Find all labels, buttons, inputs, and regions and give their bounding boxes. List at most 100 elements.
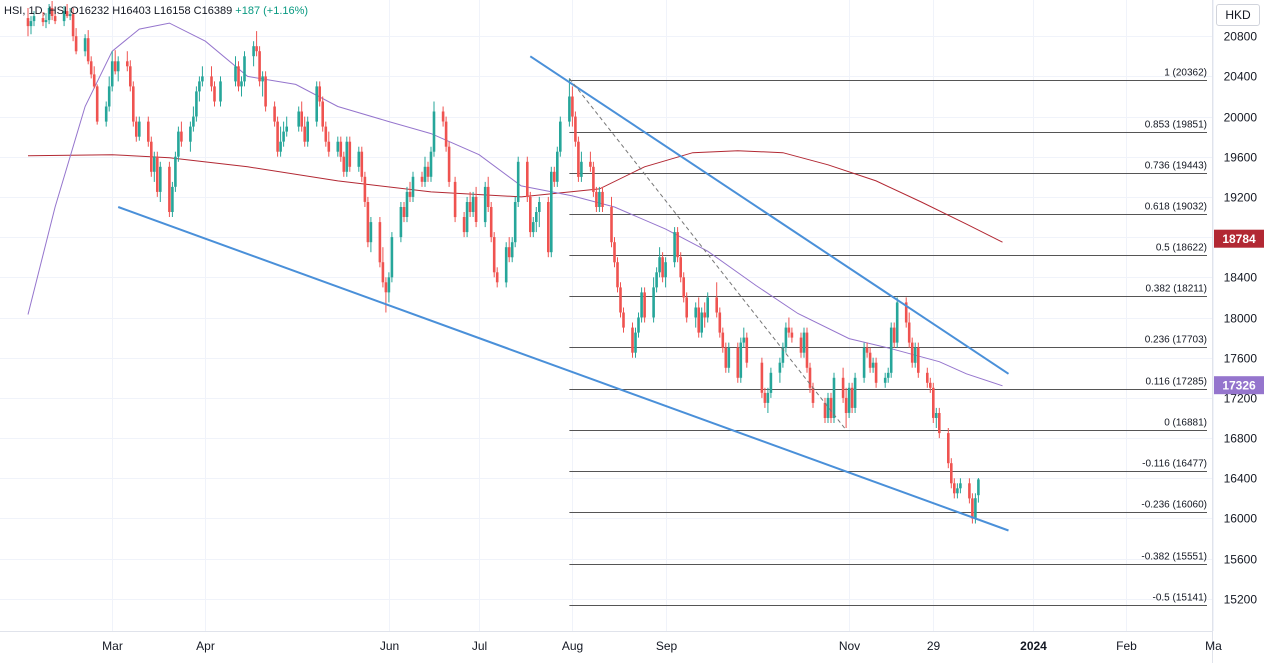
fibonacci-retracement[interactable]: 1 (20362) 0.853 (19851) 0.736 (19443) 0.618… bbox=[569, 68, 1207, 606]
candle bbox=[862, 342, 866, 383]
candle bbox=[676, 227, 679, 263]
candle bbox=[745, 332, 749, 368]
candle-body bbox=[318, 86, 321, 102]
candle bbox=[177, 126, 180, 162]
candle bbox=[132, 81, 135, 127]
time-axis[interactable]: Mar Apr Jun Jul Aug Sep Nov 29 2024 Feb Ma bbox=[102, 639, 1222, 653]
candle-body bbox=[526, 161, 529, 197]
candle bbox=[276, 116, 279, 157]
candle bbox=[432, 101, 436, 157]
price-axis[interactable]: 2080020400200001960019200188001840018000… bbox=[1224, 30, 1258, 607]
candle bbox=[950, 458, 953, 489]
dashed-trend-line[interactable] bbox=[569, 78, 847, 431]
candle-body bbox=[447, 146, 451, 182]
candle-body bbox=[829, 397, 833, 418]
candle bbox=[802, 327, 806, 358]
candle-body bbox=[823, 402, 827, 418]
candle bbox=[553, 166, 556, 187]
candle-body bbox=[189, 126, 192, 142]
moving-average-line bbox=[27, 150, 1003, 243]
candle bbox=[65, 4, 69, 19]
symbol-legend[interactable]: HSI, 1D, HSI O16232 H16403 L16158 C16389… bbox=[4, 5, 309, 17]
candle bbox=[700, 307, 703, 338]
candle bbox=[213, 81, 216, 107]
candle bbox=[538, 196, 541, 228]
candle-body bbox=[676, 232, 679, 258]
candle bbox=[336, 136, 340, 157]
candle bbox=[68, 8, 72, 21]
candle-body bbox=[865, 347, 869, 353]
candle-body bbox=[721, 332, 725, 348]
candle-body bbox=[240, 81, 243, 87]
candle bbox=[321, 96, 324, 132]
candle-body bbox=[336, 141, 340, 152]
candle bbox=[616, 257, 619, 293]
candle bbox=[781, 342, 785, 368]
candle-body bbox=[718, 312, 722, 333]
candle bbox=[971, 493, 974, 524]
candle-body bbox=[547, 202, 550, 253]
fib-level-label: 0.618 (19032) bbox=[1145, 202, 1207, 213]
candle-body bbox=[116, 61, 120, 72]
candle-body bbox=[529, 196, 532, 233]
candle bbox=[156, 151, 159, 197]
legend-change: +187 (+1.16%) bbox=[235, 5, 309, 17]
fib-level-label: 0.116 (17285) bbox=[1145, 377, 1207, 388]
candle-body bbox=[68, 14, 72, 17]
legend-low: L16158 bbox=[153, 5, 191, 17]
currency-button[interactable]: HKD bbox=[1216, 4, 1260, 26]
candle-body bbox=[550, 171, 553, 253]
fib-level-label: -0.382 (15551) bbox=[1141, 552, 1207, 563]
candle bbox=[180, 121, 183, 147]
candle bbox=[240, 76, 243, 97]
candle-body bbox=[805, 332, 809, 368]
x-tick-label: Feb bbox=[1116, 639, 1137, 653]
candle bbox=[589, 151, 592, 172]
candle-body bbox=[168, 166, 171, 212]
candle-body bbox=[129, 66, 132, 87]
candle-body bbox=[86, 38, 90, 62]
candle bbox=[153, 151, 156, 182]
candle-body bbox=[29, 21, 33, 27]
candle-body bbox=[595, 191, 598, 207]
candle bbox=[853, 372, 857, 413]
candle bbox=[829, 392, 833, 423]
candle-body bbox=[938, 413, 941, 434]
candle-body bbox=[198, 81, 201, 92]
candle bbox=[574, 111, 577, 147]
candle-body bbox=[495, 272, 499, 283]
candle bbox=[504, 242, 508, 288]
candle bbox=[907, 312, 911, 348]
candle bbox=[282, 121, 285, 147]
candle-body bbox=[556, 151, 559, 182]
candle-body bbox=[889, 327, 893, 373]
fib-level-label: 0.382 (18211) bbox=[1145, 284, 1207, 295]
legend-exchange: HSI bbox=[48, 5, 67, 17]
candle bbox=[357, 146, 361, 172]
candle bbox=[910, 337, 914, 368]
candle-body bbox=[327, 141, 331, 152]
candle bbox=[453, 176, 457, 223]
candle-body bbox=[138, 121, 141, 137]
trend-line[interactable] bbox=[117, 206, 1009, 532]
candle bbox=[107, 76, 111, 112]
candle bbox=[883, 372, 887, 388]
candle bbox=[739, 337, 743, 383]
candle bbox=[408, 181, 412, 202]
candle bbox=[742, 327, 746, 348]
moving-averages bbox=[27, 22, 1003, 387]
candle-body bbox=[622, 312, 625, 328]
candle-body bbox=[532, 222, 535, 233]
candle-body bbox=[324, 126, 328, 142]
candle-body bbox=[847, 387, 851, 413]
candle bbox=[423, 156, 427, 187]
candle-body bbox=[261, 76, 264, 82]
candle-body bbox=[273, 106, 276, 122]
trend-line[interactable] bbox=[529, 55, 1010, 375]
candle-body bbox=[95, 86, 99, 122]
trend-lines[interactable] bbox=[117, 55, 1010, 532]
candle-body bbox=[243, 56, 246, 82]
candle bbox=[129, 60, 132, 92]
candle-body bbox=[387, 277, 391, 293]
